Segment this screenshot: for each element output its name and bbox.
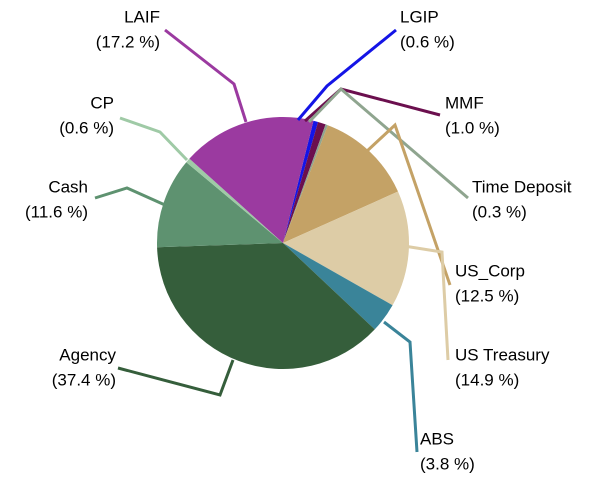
value-label: (14.9 %) [455, 370, 519, 389]
value-label: (0.6 %) [400, 32, 455, 51]
pie-slice [189, 116, 314, 243]
category-label: Agency [59, 345, 116, 364]
leader-line [296, 28, 397, 121]
value-label: (3.8 %) [420, 454, 475, 473]
value-label: (11.6 %) [25, 202, 88, 221]
pie-slice [283, 125, 399, 243]
value-label: (37.4 %) [52, 370, 116, 389]
leader-line [364, 122, 452, 286]
leader-line [307, 86, 469, 200]
category-label: LGIP [400, 7, 439, 26]
value-label: (1.0 %) [445, 118, 500, 137]
leader-line [94, 186, 166, 207]
leader-line [119, 116, 189, 162]
pie-slice [157, 162, 283, 248]
leader-line [164, 28, 248, 123]
category-label: LAIF [124, 7, 160, 26]
value-label: (12.5 %) [455, 286, 519, 305]
leader-line [383, 320, 419, 453]
category-label: MMF [445, 93, 484, 112]
pie-slice [157, 243, 375, 370]
category-label: Cash [48, 177, 88, 196]
value-label: (0.3 %) [472, 202, 527, 221]
leader-line [403, 244, 450, 361]
pie-slice [186, 158, 283, 243]
pie-slice [283, 124, 328, 243]
category-label: CP [90, 93, 114, 112]
pie-slice [283, 120, 319, 243]
value-label: (0.6 %) [59, 118, 114, 137]
pie-slice [283, 191, 409, 306]
category-label: Time Deposit [472, 177, 572, 196]
pie-slice [283, 121, 326, 243]
value-label: (17.2 %) [96, 32, 160, 51]
pie-slice [283, 243, 393, 330]
leader-line [117, 359, 235, 397]
category-label: US Treasury [455, 345, 550, 364]
category-label: ABS [420, 429, 454, 448]
category-label: US_Corp [455, 261, 525, 280]
